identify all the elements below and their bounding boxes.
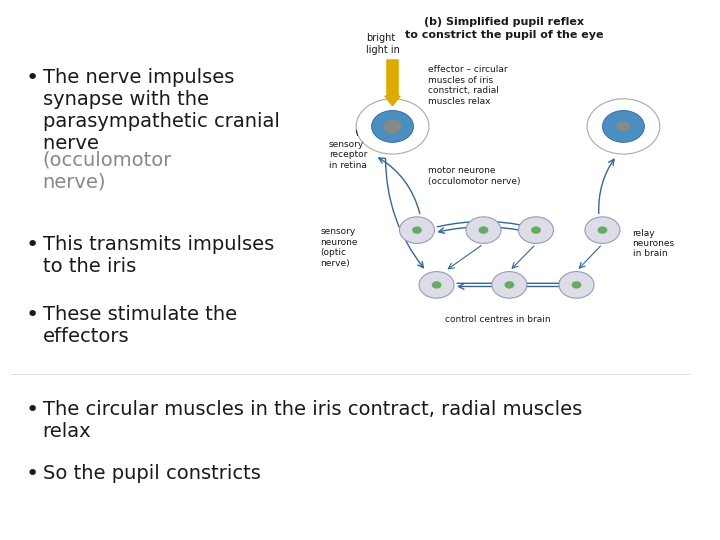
Circle shape bbox=[587, 99, 660, 154]
Circle shape bbox=[572, 281, 582, 288]
Circle shape bbox=[412, 226, 422, 234]
Text: •: • bbox=[25, 305, 38, 325]
Text: •: • bbox=[25, 464, 38, 484]
Circle shape bbox=[384, 119, 402, 133]
Text: sensory
receptor
in retina: sensory receptor in retina bbox=[329, 140, 367, 170]
Text: •: • bbox=[25, 68, 38, 88]
Circle shape bbox=[505, 281, 514, 288]
Text: motor neurone
(occulomotor nerve): motor neurone (occulomotor nerve) bbox=[428, 166, 520, 186]
Circle shape bbox=[603, 111, 644, 143]
Text: •: • bbox=[25, 235, 38, 255]
Circle shape bbox=[559, 272, 594, 298]
Text: (b) Simplified pupil reflex: (b) Simplified pupil reflex bbox=[425, 17, 585, 28]
Circle shape bbox=[400, 217, 434, 244]
Text: The nerve impulses
synapse with the
parasympathetic cranial
nerve: The nerve impulses synapse with the para… bbox=[42, 68, 279, 153]
Text: (occulomotor
nerve): (occulomotor nerve) bbox=[42, 150, 172, 191]
Circle shape bbox=[531, 226, 541, 234]
Text: relay
neurones
in brain: relay neurones in brain bbox=[633, 228, 675, 258]
Text: The circular muscles in the iris contract, radial muscles
relax: The circular muscles in the iris contrac… bbox=[42, 400, 582, 441]
Circle shape bbox=[479, 226, 488, 234]
Circle shape bbox=[419, 272, 454, 298]
Text: control centres in brain: control centres in brain bbox=[445, 315, 551, 324]
Circle shape bbox=[616, 121, 631, 132]
Circle shape bbox=[466, 217, 501, 244]
Text: sensory
neurone
(optic
nerve): sensory neurone (optic nerve) bbox=[320, 227, 358, 268]
Text: to constrict the pupil of the eye: to constrict the pupil of the eye bbox=[405, 30, 604, 39]
Text: bright
light in: bright light in bbox=[366, 33, 400, 55]
Circle shape bbox=[518, 217, 554, 244]
Circle shape bbox=[432, 281, 441, 288]
Circle shape bbox=[372, 111, 413, 143]
FancyArrow shape bbox=[384, 60, 400, 106]
Circle shape bbox=[585, 217, 620, 244]
Circle shape bbox=[356, 99, 429, 154]
Text: These stimulate the
effectors: These stimulate the effectors bbox=[42, 305, 237, 346]
Text: This transmits impulses
to the iris: This transmits impulses to the iris bbox=[42, 235, 274, 276]
Text: So the pupil constricts: So the pupil constricts bbox=[42, 464, 261, 483]
Text: •: • bbox=[25, 400, 38, 420]
Text: effector – circular
muscles of iris
constrict, radial
muscles relax: effector – circular muscles of iris cons… bbox=[428, 65, 507, 105]
Circle shape bbox=[492, 272, 527, 298]
Circle shape bbox=[598, 226, 608, 234]
